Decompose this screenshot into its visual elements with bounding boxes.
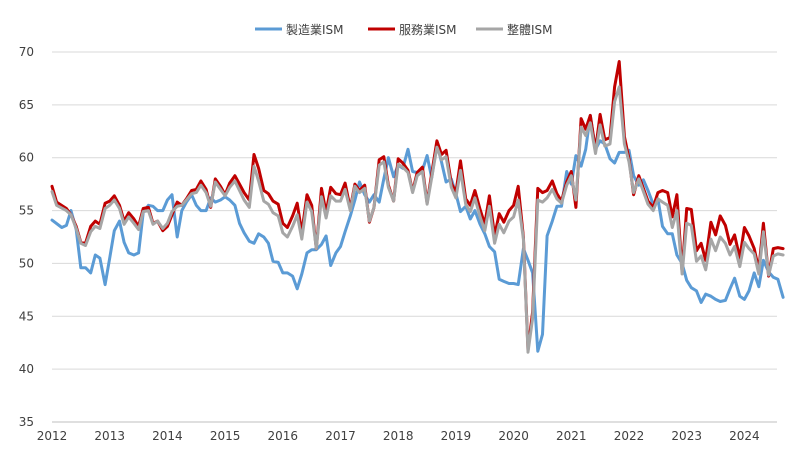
series-line-2 <box>50 60 785 352</box>
x-tick-label: 2022 <box>614 429 645 443</box>
x-tick-label: 2021 <box>556 429 587 443</box>
x-axis-ticks: 2012 2013 2014 2015 2016 2017 2018 2019 2020 2021… <box>37 429 760 443</box>
x-tick-label: 2023 <box>671 429 702 443</box>
legend: 製造業ISM 服務業ISM 整體ISM <box>255 22 553 37</box>
legend-item-3: 整體ISM <box>476 22 553 37</box>
x-tick-label: 2012 <box>37 429 68 443</box>
x-tick-label: 2015 <box>210 429 241 443</box>
x-tick-label: 2016 <box>268 429 299 443</box>
x-tick-label: 2014 <box>152 429 183 443</box>
y-tick-label: 55 <box>19 204 34 218</box>
y-tick-label: 65 <box>19 98 34 112</box>
x-tick-label: 2018 <box>383 429 414 443</box>
y-tick-label: 60 <box>19 151 34 165</box>
x-tick-label: 2013 <box>94 429 125 443</box>
y-axis-ticks: 35 40 45 50 55 60 65 70 <box>19 45 34 429</box>
series-line-3 <box>50 85 785 354</box>
legend-label: 整體ISM <box>507 22 553 37</box>
x-tick-label: 2019 <box>441 429 472 443</box>
x-tick-label: 2020 <box>498 429 529 443</box>
x-tick-label: 2024 <box>729 429 760 443</box>
legend-label: 服務業ISM <box>399 23 457 37</box>
y-tick-label: 40 <box>19 362 34 376</box>
series-lines <box>50 60 785 354</box>
y-tick-label: 50 <box>19 256 34 270</box>
legend-label: 製造業ISM <box>286 23 344 37</box>
gridlines <box>52 51 777 423</box>
y-tick-label: 70 <box>19 45 34 59</box>
legend-item-2: 服務業ISM <box>368 23 457 37</box>
y-tick-label: 45 <box>19 309 34 323</box>
x-tick-label: 2017 <box>325 429 356 443</box>
legend-item-1: 製造業ISM <box>255 23 344 37</box>
y-tick-label: 35 <box>19 415 34 429</box>
